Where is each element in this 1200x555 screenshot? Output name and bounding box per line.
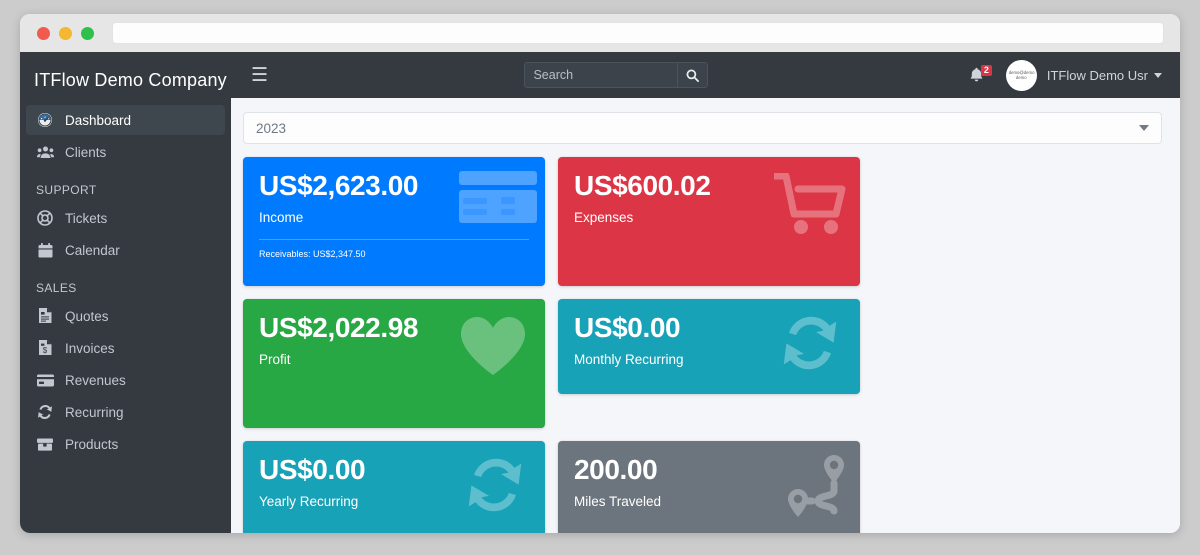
sidebar-item-calendar[interactable]: Calendar [26,235,225,265]
sidebar: ITFlow Demo Company [20,52,231,533]
sidebar-item-label: Dashboard [65,112,132,128]
chevron-down-icon [1139,125,1149,131]
content-column: ☰ 2 [231,52,1180,533]
stat-card-value: US$0.00 [259,454,366,485]
avatar-line-1: demo@demo [1008,69,1035,75]
sidebar-item-quotes[interactable]: Quotes [26,301,225,331]
life-ring-icon [36,210,54,226]
credit-card-icon [36,372,54,388]
url-bar[interactable] [112,22,1164,44]
heart-icon [459,315,527,377]
search-container [524,62,709,88]
stat-card-value: US$2,623.00 [259,170,419,201]
navbar-right-group: 2 demo@demo demo ITFlow Demo Usr [959,59,1166,91]
sync-icon [36,404,54,420]
avatar[interactable]: demo@demo demo [1005,59,1037,91]
svg-text:$: $ [43,346,48,355]
window-controls [30,26,94,40]
tachometer-icon [36,112,54,128]
sidebar-item-clients[interactable]: Clients [26,137,225,167]
stat-card-expenses[interactable]: US$600.02 Expenses [558,157,860,286]
sidebar-item-label: Tickets [65,210,108,226]
app-viewport: ITFlow Demo Company [20,52,1180,533]
stat-card-income[interactable]: US$2,623.00 Income [243,157,545,286]
sync-icon [465,455,525,515]
stat-card-monthly-recurring[interactable]: US$0.00 Monthly Recurring [558,299,860,394]
browser-titlebar [20,14,1180,52]
sidebar-item-label: Revenues [65,372,126,388]
users-icon [36,144,54,160]
main-content: 2023 US$2,623.00 Income [231,98,1180,533]
sidebar-item-dashboard[interactable]: Dashboard [26,105,225,135]
stat-card-label: Yearly Recurring [259,494,359,510]
calendar-icon [36,242,54,258]
stat-card-label: Miles Traveled [574,494,662,510]
sidebar-item-recurring[interactable]: Recurring [26,397,225,427]
sidebar-group-header-sales: SALES [36,281,77,295]
close-window-button[interactable] [37,26,50,40]
sidebar-nav-sales: Quotes $ Invoices [20,301,231,459]
sync-icon [780,313,840,373]
year-filter-value: 2023 [256,120,287,136]
search-button[interactable] [677,63,708,87]
stat-card-profit[interactable]: US$2,022.98 Profit [243,299,545,428]
stat-card-label: Monthly Recurring [574,352,684,368]
stat-card-label: Expenses [574,210,634,226]
search-input[interactable] [525,63,678,87]
bell-icon [970,67,983,82]
sidebar-item-label: Calendar [65,242,120,258]
stat-card-label: Profit [259,352,291,368]
sidebar-nav-primary: Dashboard Clients [20,105,231,167]
sidebar-item-products[interactable]: Products [26,429,225,459]
stat-card-value: 200.00 [574,454,658,485]
stat-card-value: US$2,022.98 [259,312,419,343]
stat-card-miles-traveled[interactable]: 200.00 Miles Traveled [558,441,860,533]
stat-card-value: US$0.00 [574,312,681,343]
notification-badge: 2 [980,64,992,77]
stat-card-label: Income [259,210,304,226]
top-navbar: ☰ 2 [231,52,1180,98]
sidebar-brand[interactable]: ITFlow Demo Company [34,70,227,90]
stat-card-value: US$600.02 [574,170,711,201]
box-icon [36,436,54,452]
route-icon [782,451,850,519]
stat-card-yearly-recurring[interactable]: US$0.00 Yearly Recurring [243,441,545,533]
maximize-window-button[interactable] [81,26,94,40]
year-filter-select[interactable]: 2023 [243,112,1162,144]
chevron-down-icon[interactable] [1154,72,1162,78]
sidebar-item-label: Products [65,436,119,452]
notifications-button[interactable]: 2 [959,64,1006,83]
browser-window: ITFlow Demo Company [20,14,1180,533]
sidebar-item-label: Recurring [65,404,124,420]
sidebar-group-header-support: SUPPORT [36,183,97,197]
file-invoice-dollar-icon: $ [36,340,54,356]
sidebar-item-revenues[interactable]: Revenues [26,365,225,395]
stat-cards-grid: US$2,623.00 Income [243,157,1162,533]
sidebar-item-label: Quotes [65,308,109,324]
file-invoice-icon [36,308,54,324]
minimize-window-button[interactable] [59,26,72,40]
credit-card-detail-icon [463,197,523,219]
user-menu-label[interactable]: ITFlow Demo Usr [1046,67,1148,83]
avatar-line-2: demo [1016,74,1027,81]
stat-card-footer: Receivables: US$2,347.50 [259,239,529,259]
sidebar-nav-support: Tickets Calendar [20,203,231,265]
sidebar-item-label: Clients [65,144,107,160]
sidebar-item-label: Invoices [65,340,115,356]
sidebar-item-tickets[interactable]: Tickets [26,203,225,233]
shopping-cart-icon [774,173,846,235]
menu-toggle-icon[interactable]: ☰ [251,64,269,86]
sidebar-item-invoices[interactable]: $ Invoices [26,333,225,363]
